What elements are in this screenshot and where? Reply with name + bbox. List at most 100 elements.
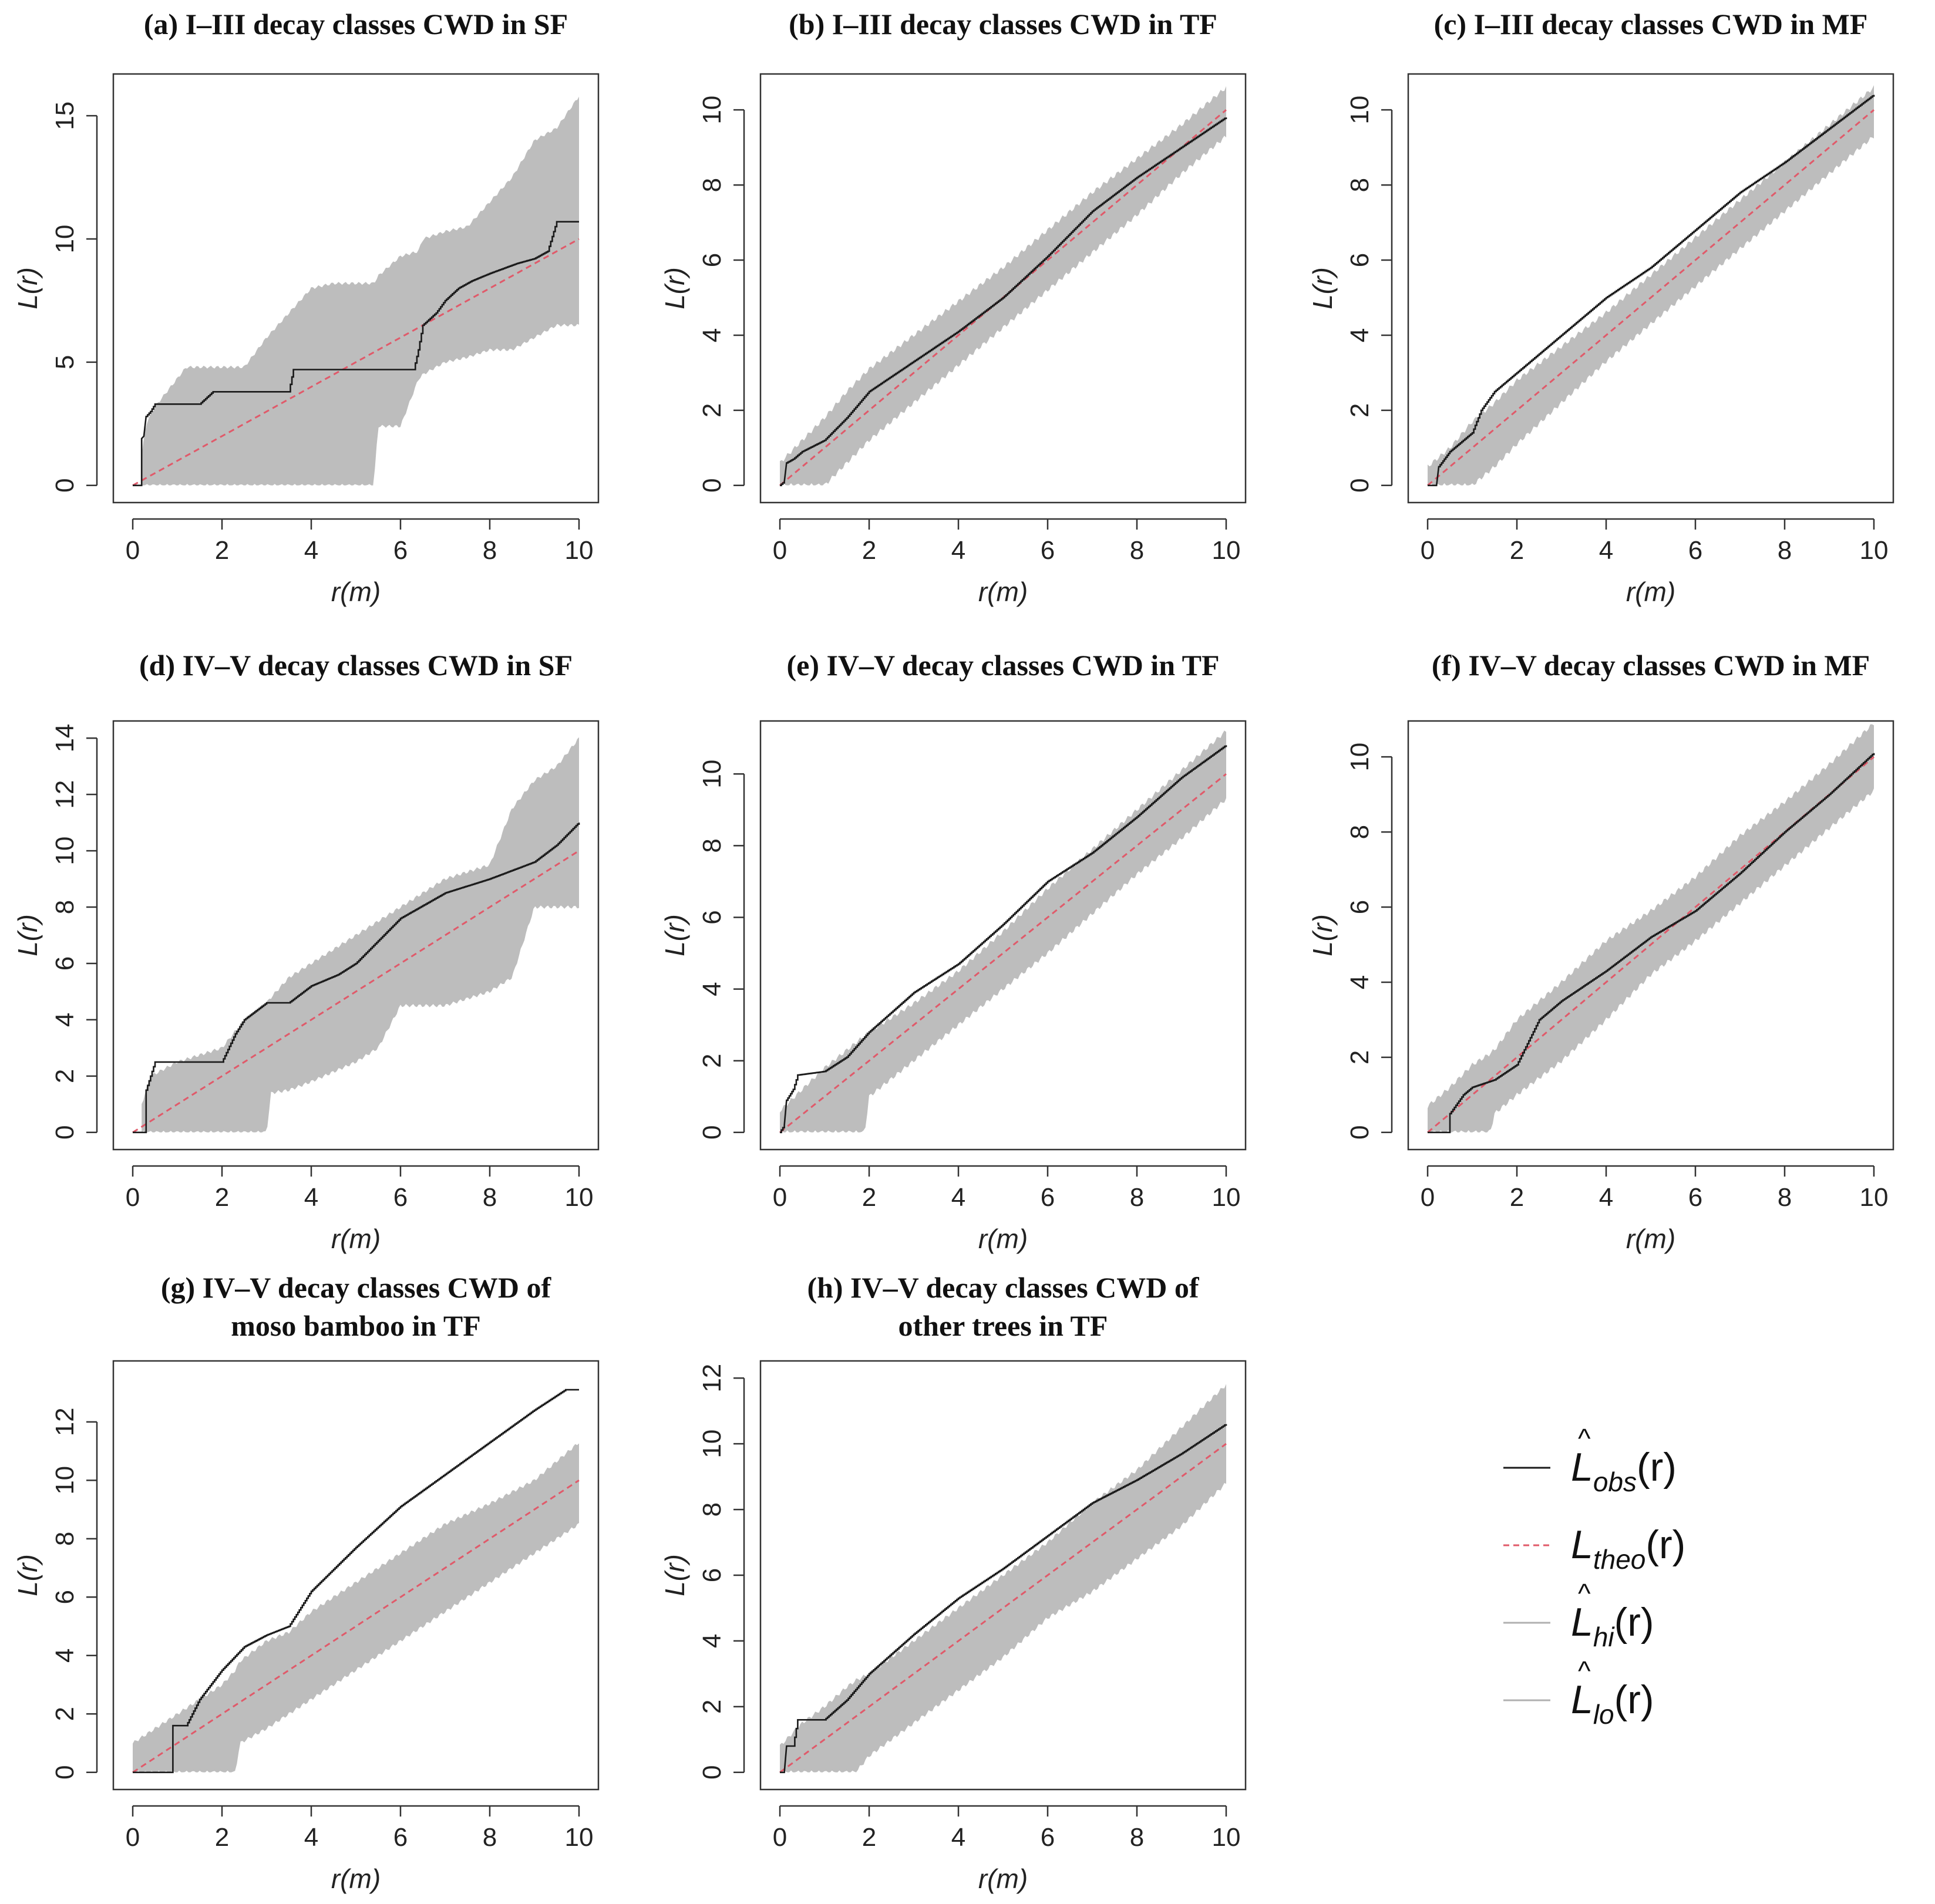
y-tick-label: 4 xyxy=(51,1013,79,1027)
x-tick-label: 2 xyxy=(1510,1183,1524,1212)
y-tick-label: 0 xyxy=(1345,1125,1374,1140)
observed-line xyxy=(780,1424,1227,1774)
x-tick-label: 2 xyxy=(862,1183,876,1212)
y-tick-label: 0 xyxy=(698,1765,726,1780)
y-tick-label: 8 xyxy=(51,1532,79,1546)
plot-frame xyxy=(759,1360,1247,1791)
plot-frame xyxy=(759,720,1247,1151)
x-tick-label: 8 xyxy=(1778,536,1792,565)
legend-suffix: (r) xyxy=(1637,1445,1677,1489)
panel-title: (g) IV–V decay classes CWD of xyxy=(161,1271,552,1304)
y-tick-label: 2 xyxy=(698,403,726,417)
x-tick-label: 6 xyxy=(1041,1823,1055,1852)
panel-b: (b) I–III decay classes CWD in TF 0 2 4 6 8 10… xyxy=(659,8,1247,607)
theoretical-line xyxy=(132,238,580,487)
x-tick-label: 2 xyxy=(215,1823,229,1852)
x-tick-label: 0 xyxy=(773,536,787,565)
y-tick-label: 6 xyxy=(1345,253,1374,267)
y-tick-label: 12 xyxy=(698,1364,726,1393)
panel-title: other trees in TF xyxy=(898,1309,1108,1342)
y-tick-label: 5 xyxy=(51,355,79,369)
x-tick-label: 0 xyxy=(773,1823,787,1852)
x-tick-label: 4 xyxy=(951,1183,965,1212)
x-tick-label: 6 xyxy=(1041,1183,1055,1212)
y-axis-label: L(r) xyxy=(659,267,690,309)
x-tick-label: 0 xyxy=(126,536,140,565)
theoretical-line xyxy=(779,1443,1227,1774)
x-tick-label: 0 xyxy=(773,1183,787,1212)
x-tick-label: 6 xyxy=(1041,536,1055,565)
panel-d: (d) IV–V decay classes CWD in SF 0 2 4 6 8 10 r… xyxy=(12,649,600,1254)
x-tick-label: 8 xyxy=(1778,1183,1792,1212)
y-tick-label: 2 xyxy=(1345,403,1374,417)
y-axis-label: L(r) xyxy=(12,1554,43,1596)
y-tick-label: 0 xyxy=(698,478,726,493)
x-tick-label: 2 xyxy=(215,536,229,565)
theoretical-line xyxy=(1427,109,1875,486)
y-tick-label: 2 xyxy=(1345,1050,1374,1064)
y-tick-label: 10 xyxy=(1345,743,1374,771)
legend-letter: L xyxy=(1571,1522,1593,1567)
x-axis-label: r(m) xyxy=(331,1224,381,1254)
legend-letter: L xyxy=(1571,1677,1593,1722)
panel-a: (a) I–III decay classes CWD in SF 0 2 4 6 8 10… xyxy=(12,8,600,607)
y-tick-label: 0 xyxy=(1345,478,1374,493)
observed-line xyxy=(1428,95,1875,487)
plot-frame xyxy=(1407,73,1894,504)
y-axis-label: L(r) xyxy=(659,914,690,956)
y-tick-label: 4 xyxy=(698,982,726,996)
x-axis-label: r(m) xyxy=(331,577,381,607)
y-tick-label: 6 xyxy=(51,956,79,970)
y-tick-label: 6 xyxy=(51,1590,79,1604)
y-tick-label: 4 xyxy=(698,1634,726,1648)
x-tick-label: 2 xyxy=(862,536,876,565)
y-tick-label: 10 xyxy=(698,760,726,788)
x-tick-label: 4 xyxy=(304,1823,318,1852)
x-axis-label: r(m) xyxy=(978,1863,1028,1894)
x-axis-label: r(m) xyxy=(978,1224,1028,1254)
x-tick-label: 10 xyxy=(564,1183,593,1212)
x-tick-label: 10 xyxy=(1859,536,1888,565)
plot-frame xyxy=(112,720,600,1151)
y-tick-label: 2 xyxy=(698,1700,726,1714)
envelope-band xyxy=(1428,85,1874,486)
y-axis-label: L(r) xyxy=(12,267,43,309)
y-tick-label: 10 xyxy=(698,96,726,124)
x-tick-label: 8 xyxy=(1130,1183,1144,1212)
y-tick-label: 8 xyxy=(698,178,726,192)
y-tick-label: 10 xyxy=(1345,96,1374,124)
y-tick-label: 2 xyxy=(51,1069,79,1083)
x-tick-label: 8 xyxy=(483,1183,497,1212)
y-tick-label: 10 xyxy=(698,1430,726,1458)
x-tick-label: 0 xyxy=(1421,536,1435,565)
x-axis-label: r(m) xyxy=(331,1863,381,1894)
y-tick-label: 6 xyxy=(698,253,726,267)
envelope-band xyxy=(780,730,1226,1133)
panel-title: (a) I–III decay classes CWD in SF xyxy=(144,8,568,41)
observed-line xyxy=(133,823,580,1134)
legend-subscript: obs xyxy=(1593,1467,1637,1497)
y-tick-label: 2 xyxy=(51,1707,79,1721)
y-tick-label: 8 xyxy=(698,1502,726,1517)
theoretical-line xyxy=(1427,756,1875,1133)
x-tick-label: 0 xyxy=(126,1183,140,1212)
panel-f: (f) IV–V decay classes CWD in MF 0 2 4 6 8 10 r… xyxy=(1307,649,1894,1254)
x-tick-label: 4 xyxy=(304,536,318,565)
y-tick-label: 4 xyxy=(1345,328,1374,342)
y-tick-label: 2 xyxy=(698,1053,726,1067)
y-tick-label: 10 xyxy=(51,837,79,865)
y-tick-label: 4 xyxy=(51,1649,79,1663)
x-tick-label: 4 xyxy=(1599,536,1613,565)
y-tick-label: 0 xyxy=(698,1125,726,1140)
x-tick-label: 2 xyxy=(215,1183,229,1212)
x-tick-label: 6 xyxy=(393,536,408,565)
y-axis-label: L(r) xyxy=(1307,914,1338,956)
observed-line xyxy=(780,117,1227,487)
x-tick-label: 10 xyxy=(1859,1183,1888,1212)
x-tick-label: 2 xyxy=(1510,536,1524,565)
x-tick-label: 2 xyxy=(862,1823,876,1852)
observed-line xyxy=(1428,753,1875,1134)
x-tick-label: 4 xyxy=(951,1823,965,1852)
panel-title: (f) IV–V decay classes CWD in MF xyxy=(1432,649,1870,682)
